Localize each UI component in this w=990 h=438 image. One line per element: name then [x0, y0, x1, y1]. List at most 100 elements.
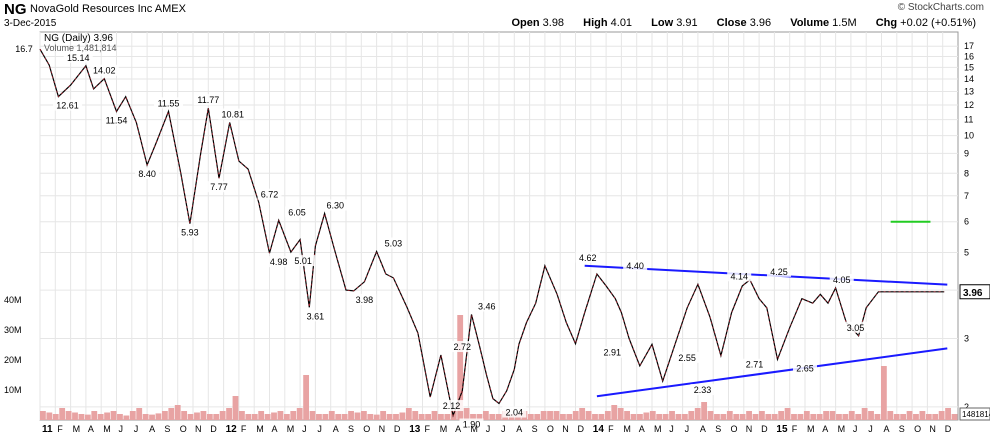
month-tick-label: S	[348, 424, 354, 434]
volume-bar	[245, 414, 252, 420]
price-label: 6.05	[288, 207, 306, 217]
price-label-bg	[766, 265, 791, 277]
price-label: 2.12	[443, 401, 461, 411]
price-label-bg	[843, 321, 868, 333]
month-tick-label: J	[669, 424, 674, 434]
month-tick-label: O	[914, 424, 921, 434]
month-tick-label: D	[210, 424, 217, 434]
price-label-bg	[266, 256, 291, 268]
volume-bar	[335, 414, 342, 420]
month-tick-label: M	[103, 424, 111, 434]
volume-bar	[348, 411, 354, 420]
price-label: 4.62	[579, 253, 597, 263]
price-tick-label: 2	[964, 402, 969, 412]
volume-bar	[117, 414, 123, 420]
month-tick-label: J	[486, 424, 491, 434]
volume-bar	[842, 414, 849, 420]
volume-tick-label: 20M	[4, 355, 22, 365]
month-tick-label: F	[608, 424, 614, 434]
month-tick-label: S	[899, 424, 905, 434]
volume-bar	[726, 411, 733, 420]
volume-bar	[136, 408, 143, 420]
price-label-bg	[102, 114, 131, 126]
volume-bar	[656, 414, 663, 420]
volume-bar	[823, 411, 830, 420]
month-tick-label: F	[241, 424, 247, 434]
volume-bar	[675, 414, 682, 420]
price-label: 4.98	[270, 257, 288, 267]
open-value: 3.98	[542, 17, 565, 29]
brand-watermark: © StockCharts.com	[897, 2, 984, 13]
volume-bar	[630, 414, 637, 420]
month-tick-label: A	[455, 424, 461, 434]
volume-bar	[887, 411, 894, 420]
month-tick-label: J	[119, 424, 124, 434]
volume-bar	[155, 413, 162, 420]
volume-bar	[470, 414, 476, 420]
price-label: 1.90	[463, 420, 481, 430]
price-label: 8.40	[138, 169, 156, 179]
last-volume-tag	[959, 407, 990, 421]
volume-bar	[367, 414, 374, 420]
low-value: 3.91	[676, 17, 698, 29]
month-tick-label: O	[363, 424, 370, 434]
volume-bar	[919, 411, 926, 420]
volume-bar	[322, 414, 329, 420]
volume-bar	[778, 411, 785, 420]
volume-bar	[161, 411, 168, 420]
month-tick-label: D	[945, 424, 952, 434]
month-tick-label: M	[470, 424, 478, 434]
volume-bar	[251, 414, 258, 420]
price-label-bg	[63, 51, 93, 63]
open-label: Open	[511, 17, 540, 29]
month-tick-label: M	[287, 424, 295, 434]
price-label: 2.91	[603, 348, 621, 358]
trendlines	[584, 220, 948, 398]
volume-bar	[110, 411, 117, 420]
volume-bar	[739, 414, 746, 420]
price-label-bg	[291, 255, 316, 267]
month-tick-label: A	[884, 424, 890, 434]
price-label: 2.55	[678, 353, 696, 363]
price-label: 16.7	[15, 44, 33, 54]
month-tick-label: A	[272, 424, 278, 434]
volume-bar	[592, 414, 598, 420]
volume-bar	[572, 411, 579, 420]
volume-bar	[463, 408, 470, 420]
price-tick-label: 12	[964, 100, 974, 110]
volume-bar	[380, 411, 387, 420]
volume-bar	[328, 411, 335, 420]
price-label-bg	[502, 406, 527, 418]
volume-bar	[264, 414, 271, 420]
month-tick-label: N	[562, 424, 569, 434]
volume-bar	[637, 414, 643, 420]
volume-bar	[861, 408, 868, 420]
price-tick-label: 6	[964, 217, 969, 227]
ticker-symbol: NG	[4, 1, 27, 18]
price-tick-label: 16	[964, 51, 974, 61]
price-label-bg	[675, 351, 700, 363]
price-label: 4.05	[833, 275, 851, 285]
last-price-label: 3.96	[963, 288, 983, 299]
month-tick-label: A	[700, 424, 706, 434]
company-name-text: NovaGold Resources Inc	[30, 3, 153, 15]
volume-bar	[482, 411, 489, 420]
month-tick-label: A	[516, 424, 522, 434]
volume-bar	[855, 414, 862, 420]
volume-bar	[791, 414, 797, 420]
ohlc-readout: Open 3.98 High 4.01 Low 3.91 Close 3.96 …	[511, 17, 984, 29]
price-tick-label: 5	[964, 247, 969, 257]
volume-bar	[200, 411, 207, 420]
volume-bar	[399, 412, 406, 420]
volume-bar	[913, 414, 919, 420]
volume-bar	[701, 402, 708, 420]
volume-bar	[585, 411, 592, 420]
volume-bar	[662, 414, 669, 420]
volume-bar	[476, 414, 483, 420]
volume-bar	[771, 414, 778, 420]
volume-bar	[104, 412, 111, 420]
volume-bar	[425, 414, 431, 420]
month-tick-label: M	[73, 424, 81, 434]
volume-bar	[669, 411, 675, 420]
